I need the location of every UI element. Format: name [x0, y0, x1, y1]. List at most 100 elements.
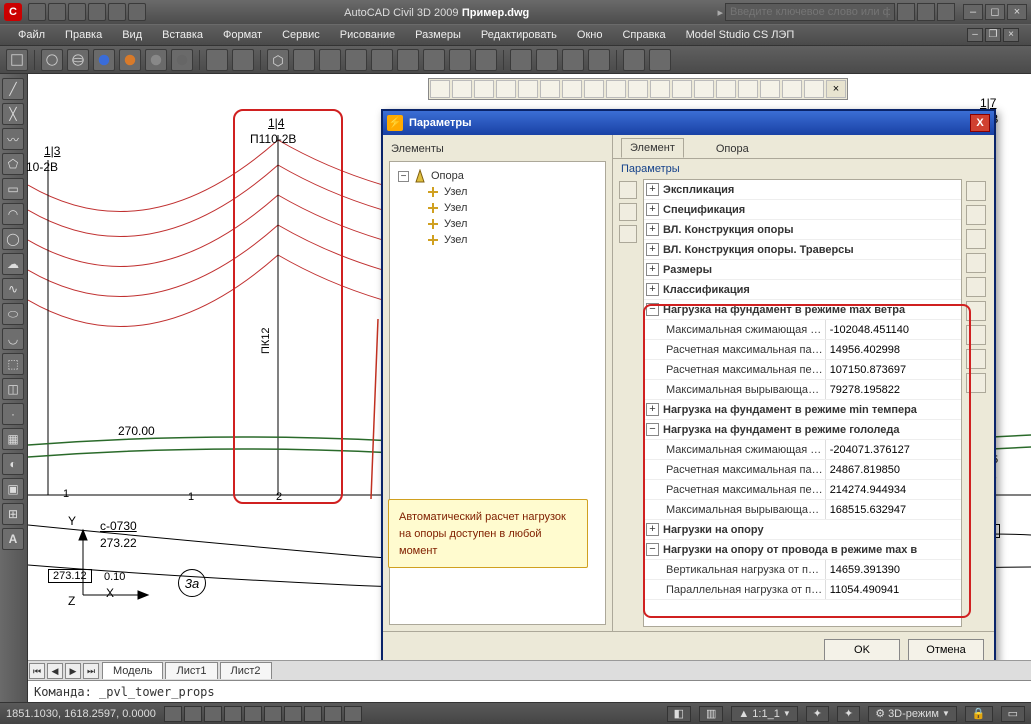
ft-1-icon[interactable] — [430, 80, 450, 98]
floating-toolbar[interactable]: × — [428, 78, 848, 100]
group-expand-icon[interactable]: + — [646, 243, 659, 256]
prop-group[interactable]: −Нагрузка на фундамент в режиме max ветр… — [644, 300, 961, 320]
sb-ortho-icon[interactable] — [204, 706, 222, 722]
menu-window[interactable]: Окно — [567, 26, 613, 44]
tool-insert-icon[interactable]: ⬚ — [2, 353, 24, 375]
menu-service[interactable]: Сервис — [272, 26, 330, 44]
ft-14-icon[interactable] — [716, 80, 736, 98]
rb-8-icon[interactable] — [966, 349, 986, 369]
tool-hatch-icon[interactable]: ▦ — [2, 428, 24, 450]
menu-modelstudio[interactable]: Model Studio CS ЛЭП — [676, 26, 805, 44]
tool-xline-icon[interactable]: ╳ — [2, 103, 24, 125]
search-go-icon[interactable] — [897, 3, 915, 21]
prop-row[interactable]: Максимальная сжимающая верти... — [644, 440, 961, 460]
sheet-tab-1[interactable]: Лист1 — [165, 662, 217, 679]
sheet-tab-2[interactable]: Лист2 — [220, 662, 272, 679]
prop-group[interactable]: +Спецификация — [644, 200, 961, 220]
rb-2-icon[interactable] — [966, 205, 986, 225]
tree-root[interactable]: − Опора — [394, 168, 601, 184]
tb-cone-icon[interactable] — [319, 49, 341, 71]
tool-region-icon[interactable]: ▣ — [2, 478, 24, 500]
rb-9-icon[interactable] — [966, 373, 986, 393]
ft-6-icon[interactable] — [540, 80, 560, 98]
tb-flatshot-icon[interactable] — [649, 49, 671, 71]
rb-7-icon[interactable] — [966, 325, 986, 345]
tool-rect-icon[interactable]: ▭ — [2, 178, 24, 200]
tab-element[interactable]: Элемент — [621, 138, 684, 158]
ft-16-icon[interactable] — [760, 80, 780, 98]
ft-15-icon[interactable] — [738, 80, 758, 98]
prop-value[interactable] — [825, 460, 961, 479]
tree-node-2[interactable]: Узел — [422, 216, 601, 232]
prop-value[interactable] — [825, 480, 961, 499]
prop-row[interactable]: Расчетная максимальная паралле... — [644, 340, 961, 360]
status-annoscale-icon[interactable]: ✦ — [806, 706, 829, 722]
status-model-paper[interactable]: ◧ — [667, 706, 691, 722]
ft-10-icon[interactable] — [628, 80, 648, 98]
ft-13-icon[interactable] — [694, 80, 714, 98]
tool-arc-icon[interactable]: ◠ — [2, 203, 24, 225]
rb-1-icon[interactable] — [966, 181, 986, 201]
tb-slice-icon[interactable] — [588, 49, 610, 71]
tb-subtract-icon[interactable] — [536, 49, 558, 71]
prop-group[interactable]: +Экспликация — [644, 180, 961, 200]
tool-text-icon[interactable]: A — [2, 528, 24, 550]
status-scale[interactable]: ▲1:1_1▼ — [731, 706, 797, 722]
menu-file[interactable]: Файл — [8, 26, 55, 44]
prop-group[interactable]: +Нагрузка на фундамент в режиме min темп… — [644, 400, 961, 420]
prop-value[interactable] — [825, 560, 961, 579]
sheet-tab-model[interactable]: Модель — [102, 662, 163, 679]
prop-row[interactable]: Расчетная максимальная паралле... — [644, 460, 961, 480]
sb-dyn-icon[interactable] — [304, 706, 322, 722]
mdi-restore-button[interactable]: ❐ — [985, 28, 1001, 42]
ft-9-icon[interactable] — [606, 80, 626, 98]
sb-otrack-icon[interactable] — [264, 706, 282, 722]
pb-categorize-icon[interactable] — [619, 181, 637, 199]
menu-modify[interactable]: Редактировать — [471, 26, 567, 44]
tool-table-icon[interactable]: ⊞ — [2, 503, 24, 525]
menu-edit[interactable]: Правка — [55, 26, 112, 44]
tb-union-icon[interactable] — [510, 49, 532, 71]
ft-11-icon[interactable] — [650, 80, 670, 98]
ft-close-icon[interactable]: × — [826, 80, 846, 98]
tb-intersect-icon[interactable] — [562, 49, 584, 71]
dialog-close-button[interactable]: X — [970, 114, 990, 132]
tree-node-1[interactable]: Узел — [422, 200, 601, 216]
prop-value-input[interactable] — [830, 322, 957, 338]
tb-wireframe-icon[interactable] — [6, 49, 28, 71]
prop-row[interactable]: Максимальная сжимающая верти... — [644, 320, 961, 340]
prop-value[interactable] — [825, 340, 961, 359]
tool-pline-icon[interactable]: 〰 — [2, 128, 24, 150]
group-expand-icon[interactable]: + — [646, 283, 659, 296]
group-expand-icon[interactable]: − — [646, 423, 659, 436]
cancel-button[interactable]: Отмена — [908, 639, 984, 661]
menu-insert[interactable]: Вставка — [152, 26, 213, 44]
tab-next-icon[interactable]: ▶ — [65, 663, 81, 679]
pb-filter-icon[interactable] — [619, 225, 637, 243]
ft-3-icon[interactable] — [474, 80, 494, 98]
tb-pyramid-icon[interactable] — [397, 49, 419, 71]
qat-redo-icon[interactable] — [128, 3, 146, 21]
ft-7-icon[interactable] — [562, 80, 582, 98]
search-opt2-icon[interactable] — [937, 3, 955, 21]
group-expand-icon[interactable]: + — [646, 263, 659, 276]
prop-value-input[interactable] — [830, 362, 957, 378]
tool-revcloud-icon[interactable]: ☁ — [2, 253, 24, 275]
rb-4-icon[interactable] — [966, 253, 986, 273]
prop-value[interactable] — [825, 320, 961, 339]
qat-print-icon[interactable] — [88, 3, 106, 21]
tool-circle-icon[interactable]: ◯ — [2, 228, 24, 250]
ok-button[interactable]: OK — [824, 639, 900, 661]
tb-box-icon[interactable] — [267, 49, 289, 71]
prop-value[interactable] — [825, 500, 961, 519]
group-expand-icon[interactable]: + — [646, 403, 659, 416]
group-expand-icon[interactable]: + — [646, 203, 659, 216]
status-annovis-icon[interactable]: ✦ — [837, 706, 860, 722]
qat-save-icon[interactable] — [68, 3, 86, 21]
prop-value[interactable] — [825, 360, 961, 379]
group-expand-icon[interactable]: − — [646, 543, 659, 556]
tb-sphere-blue-icon[interactable] — [93, 49, 115, 71]
prop-value-input[interactable] — [830, 462, 957, 478]
group-expand-icon[interactable]: + — [646, 183, 659, 196]
prop-row[interactable]: Вертикальная нагрузка от провода... — [644, 560, 961, 580]
